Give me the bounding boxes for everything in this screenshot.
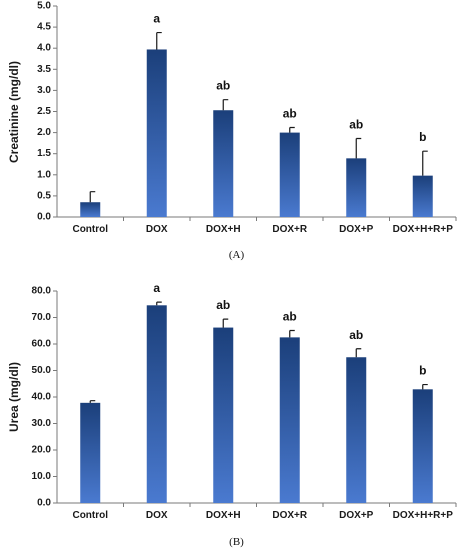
- y-axis-label: Urea (mg/dl): [7, 362, 21, 432]
- x-tick-label: DOX+R: [272, 510, 308, 521]
- y-tick-label: 1.5: [37, 148, 51, 159]
- error-bar: [222, 318, 229, 328]
- y-tick-label: 50.0: [32, 365, 52, 376]
- x-tick-label: DOX+R: [272, 224, 308, 235]
- error-bar: [355, 348, 362, 358]
- y-tick-label: 3.5: [37, 64, 51, 75]
- chart-urea: Urea (mg/dl) 0.0 10.0 20.0 30.0 40.0 50.0 60.0 7…: [7, 281, 457, 548]
- y-tick-label: 10.0: [32, 471, 52, 482]
- y-axis-label: Creatinine (mg/dl): [7, 61, 21, 163]
- error-bar: [355, 137, 362, 159]
- significance-label: ab: [283, 309, 297, 323]
- bar-dox-h: [213, 110, 234, 217]
- x-tick-label: DOX+P: [339, 224, 374, 235]
- y-tick-label: 60.0: [32, 339, 52, 350]
- error-bar: [289, 329, 295, 338]
- x-tick-label: DOX+P: [339, 510, 374, 521]
- significance-label: ab: [283, 107, 297, 121]
- x-tick-label: DOX: [146, 510, 168, 521]
- bar-dox: [146, 305, 167, 503]
- x-tick-label: DOX+H: [206, 510, 241, 521]
- y-tick-label: 1.0: [37, 169, 51, 180]
- y-tick-label: 4.0: [37, 43, 51, 54]
- bar-dox-p: [346, 158, 367, 217]
- y-tick-label: 2.0: [37, 127, 51, 138]
- chart-creatinine: Creatinine (mg/dl) 0.0 0.5 1.0 1.5 2.0 2.5 3.0 3…: [7, 1, 457, 261]
- significance-label: a: [153, 12, 160, 26]
- error-bar: [156, 301, 162, 306]
- error-bar: [89, 191, 96, 203]
- bar-dox-r: [279, 337, 300, 503]
- y-tick-label: 3.0: [37, 85, 51, 96]
- error-bar: [422, 150, 428, 176]
- y-tick-label: 0.0: [37, 212, 51, 223]
- error-bar: [89, 400, 96, 403]
- bar-dox-h-r-p: [412, 389, 433, 503]
- significance-label: a: [153, 281, 160, 295]
- y-tick-label: 0.0: [37, 498, 51, 509]
- error-bar: [422, 383, 428, 390]
- significance-label: b: [419, 130, 426, 144]
- bar-dox-r: [279, 132, 300, 217]
- x-tick-label: DOX+H: [206, 224, 241, 235]
- x-tick-label: DOX: [146, 224, 168, 235]
- panel-label: (B): [229, 536, 244, 548]
- error-bar: [289, 126, 295, 133]
- y-tick-label: 30.0: [32, 418, 52, 429]
- bar-control: [80, 202, 101, 217]
- x-tick-label: Control: [72, 224, 108, 235]
- y-tick-label: 5.0: [37, 1, 51, 12]
- significance-label: b: [419, 364, 426, 378]
- y-tick-label: 80.0: [32, 286, 52, 297]
- bar-dox-h: [213, 327, 234, 503]
- bar-dox: [146, 49, 167, 217]
- bar-dox-h-r-p: [412, 175, 433, 217]
- error-bar: [222, 99, 229, 111]
- panel-label: (A): [229, 249, 245, 261]
- y-tick-label: 2.5: [37, 106, 51, 117]
- y-tick-label: 0.5: [37, 190, 51, 201]
- error-bar: [156, 31, 162, 50]
- significance-label: ab: [216, 79, 230, 93]
- bar-dox-p: [346, 357, 367, 503]
- x-tick-label: DOX+H+R+P: [393, 224, 454, 235]
- significance-label: ab: [349, 328, 363, 342]
- bar-control: [80, 402, 101, 503]
- y-tick-label: 70.0: [32, 312, 52, 323]
- y-tick-label: 20.0: [32, 445, 52, 456]
- significance-label: ab: [216, 298, 230, 312]
- x-tick-label: Control: [72, 510, 108, 521]
- x-tick-label: DOX+H+R+P: [393, 510, 454, 521]
- y-tick-label: 40.0: [32, 392, 52, 403]
- y-tick-label: 4.5: [37, 22, 51, 33]
- significance-label: ab: [349, 118, 363, 132]
